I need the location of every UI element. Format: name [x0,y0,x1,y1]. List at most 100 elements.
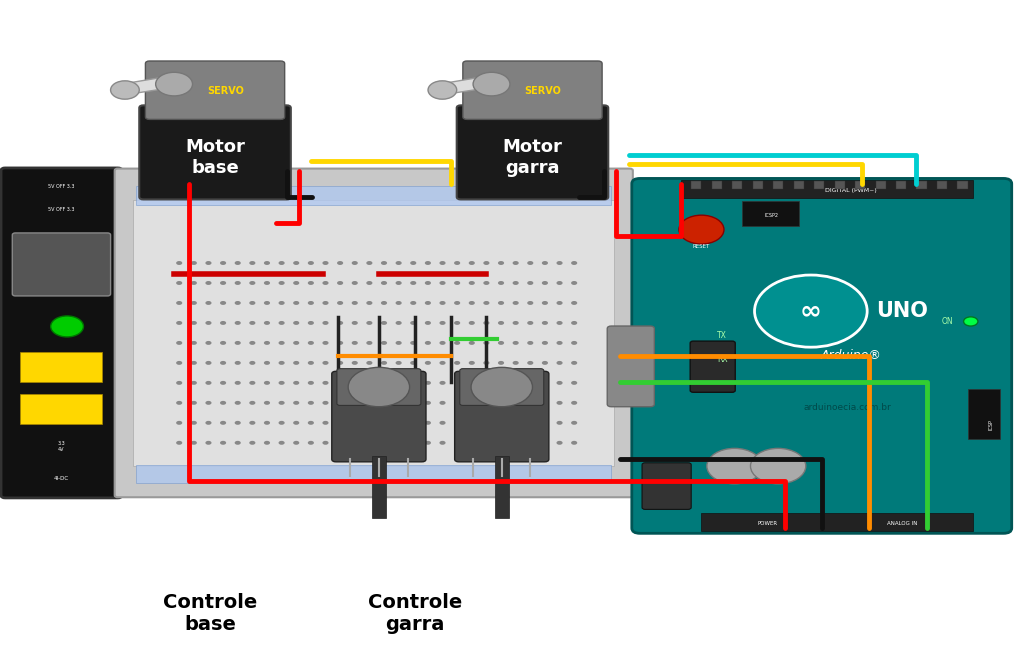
Circle shape [190,341,197,345]
Circle shape [454,401,460,405]
Bar [143,148,166,184]
Circle shape [381,441,387,445]
Circle shape [308,301,314,305]
Circle shape [425,261,431,265]
Circle shape [483,361,489,365]
Circle shape [367,341,373,345]
Circle shape [206,321,212,325]
Circle shape [234,421,241,425]
Circle shape [190,421,197,425]
Text: 5V OFF 3.3: 5V OFF 3.3 [48,207,75,213]
Text: DIGITAL (PWM~): DIGITAL (PWM~) [825,188,877,193]
Circle shape [264,341,270,345]
Circle shape [542,381,548,385]
Circle shape [351,421,357,425]
Bar [264,148,287,184]
Circle shape [351,381,357,385]
Circle shape [469,261,475,265]
Circle shape [483,281,489,285]
Circle shape [176,361,182,365]
Circle shape [293,301,299,305]
Circle shape [337,421,343,425]
Circle shape [323,341,329,345]
Circle shape [498,441,504,445]
FancyBboxPatch shape [460,369,544,405]
Circle shape [513,321,519,325]
Bar [835,181,845,189]
Circle shape [395,441,401,445]
Circle shape [395,341,401,345]
Circle shape [234,341,241,345]
Circle shape [206,381,212,385]
Circle shape [513,261,519,265]
Circle shape [439,321,445,325]
Circle shape [411,301,417,305]
Circle shape [439,361,445,365]
Circle shape [308,421,314,425]
Circle shape [206,421,212,425]
Bar [20,352,102,382]
Circle shape [425,401,431,405]
Circle shape [454,321,460,325]
Circle shape [527,301,534,305]
Circle shape [190,401,197,405]
Bar [753,181,763,189]
Circle shape [220,261,226,265]
Circle shape [249,361,255,365]
Circle shape [293,421,299,425]
Circle shape [556,301,562,305]
Circle shape [425,381,431,385]
Polygon shape [435,76,486,96]
Circle shape [571,341,578,345]
Circle shape [234,361,241,365]
Circle shape [249,301,255,305]
Circle shape [337,281,343,285]
Circle shape [527,341,534,345]
Circle shape [323,301,329,305]
Circle shape [249,381,255,385]
Circle shape [367,441,373,445]
Bar [742,201,799,226]
Circle shape [308,401,314,405]
Circle shape [351,321,357,325]
Circle shape [234,261,241,265]
Circle shape [367,361,373,365]
Circle shape [381,301,387,305]
Circle shape [469,421,475,425]
Circle shape [308,281,314,285]
Circle shape [176,441,182,445]
Circle shape [206,401,212,405]
Circle shape [234,301,241,305]
Circle shape [220,341,226,345]
Circle shape [439,261,445,265]
Circle shape [498,361,504,365]
Text: SERVO: SERVO [524,85,561,96]
Circle shape [471,367,532,407]
Text: TX: TX [717,331,727,340]
FancyBboxPatch shape [632,178,1012,533]
Bar [691,181,701,189]
Circle shape [469,361,475,365]
Circle shape [527,361,534,365]
Circle shape [542,281,548,285]
Circle shape [425,421,431,425]
Circle shape [234,401,241,405]
Circle shape [439,421,445,425]
Circle shape [527,401,534,405]
Circle shape [395,381,401,385]
Bar [794,181,804,189]
FancyBboxPatch shape [455,371,549,462]
Circle shape [323,321,329,325]
Circle shape [483,341,489,345]
Circle shape [454,301,460,305]
FancyBboxPatch shape [690,341,735,392]
Circle shape [337,361,343,365]
Circle shape [469,401,475,405]
Circle shape [498,401,504,405]
FancyBboxPatch shape [607,326,654,407]
Bar [136,186,611,205]
Bar [136,465,611,483]
Circle shape [395,301,401,305]
Circle shape [411,341,417,345]
Circle shape [395,421,401,425]
